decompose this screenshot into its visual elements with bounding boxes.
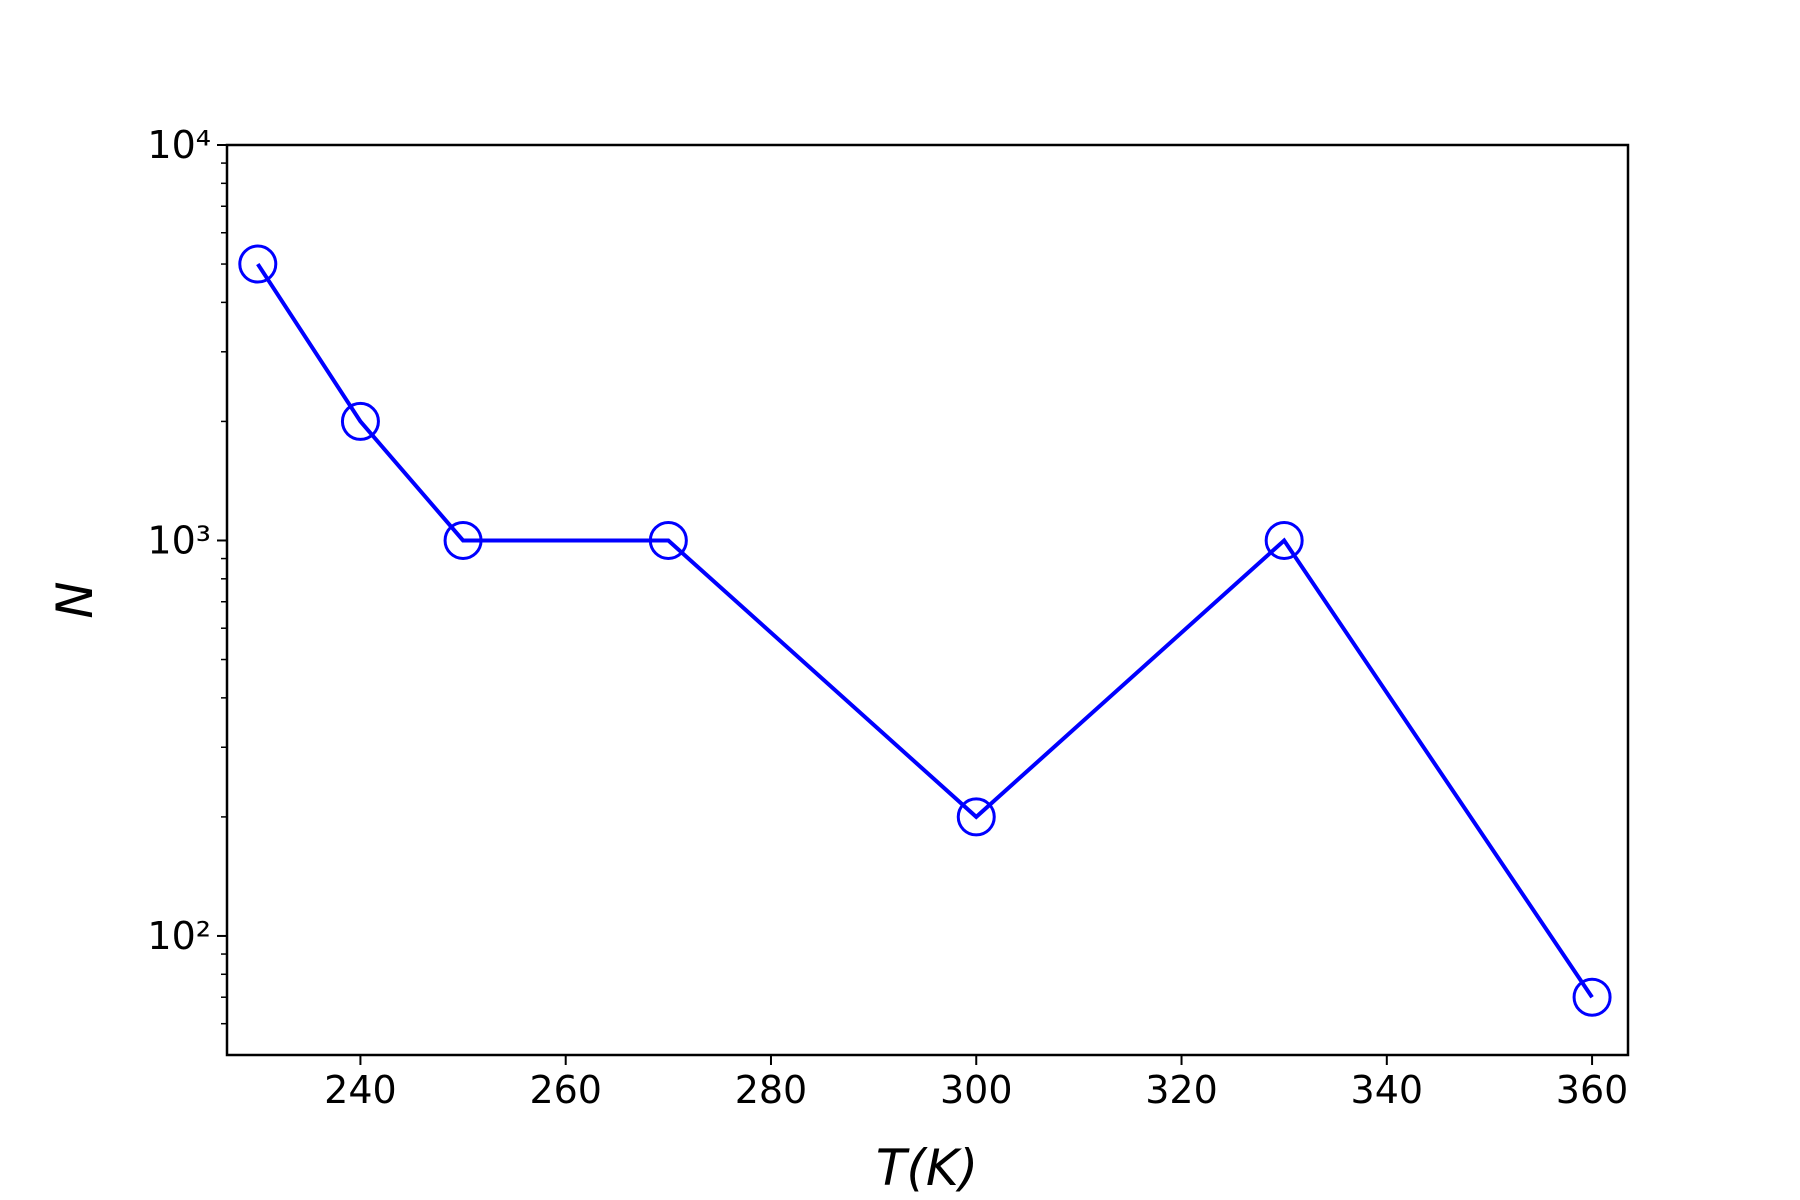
data-marker	[238, 244, 278, 284]
plot-frame	[225, 143, 1630, 1057]
x-tick-label: 300	[940, 1068, 1013, 1112]
y-axis-label: N	[46, 581, 104, 618]
data-marker	[648, 520, 688, 560]
data-marker	[1572, 977, 1612, 1017]
data-marker	[956, 797, 996, 837]
data-marker	[1264, 520, 1304, 560]
x-tick-label: 360	[1556, 1068, 1629, 1112]
x-tick-label: 320	[1145, 1068, 1218, 1112]
y-tick-label: 10³	[147, 518, 211, 562]
y-tick-label: 10²	[147, 914, 211, 958]
x-tick-label: 280	[735, 1068, 808, 1112]
data-line	[256, 262, 1594, 999]
x-tick-label: 240	[324, 1068, 397, 1112]
data-marker	[443, 520, 483, 560]
y-tick-label: 10⁴	[147, 123, 211, 167]
x-tick-label: 340	[1351, 1068, 1424, 1112]
x-tick-label: 260	[529, 1068, 602, 1112]
data-marker	[340, 401, 380, 441]
x-axis-label: T(K)	[876, 1139, 978, 1197]
